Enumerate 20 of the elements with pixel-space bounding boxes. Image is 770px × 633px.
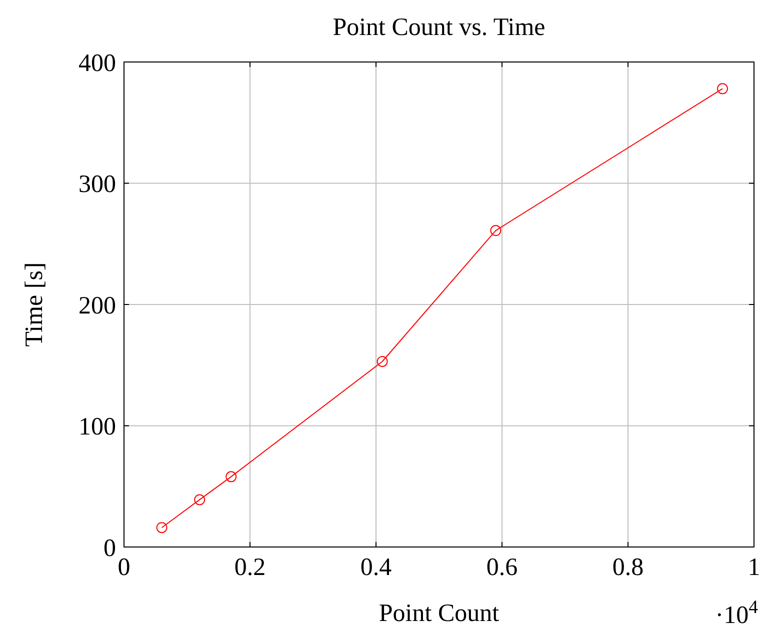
point bbox=[376, 356, 388, 367]
y-tick-label: 400 bbox=[78, 50, 116, 77]
x-tick-label: 1 bbox=[748, 554, 760, 581]
point bbox=[194, 494, 206, 506]
y-axis-title: Time [s] bbox=[21, 262, 48, 347]
y-tick-label: 100 bbox=[78, 414, 116, 440]
x-tick-label: 0.2 bbox=[234, 554, 266, 581]
text: ·10$^{4}$ bbox=[715, 596, 759, 629]
chart-title: Point Count vs. Time bbox=[332, 14, 546, 41]
y-tick-label: 0 bbox=[104, 534, 116, 562]
x-axis-title: Point Count bbox=[378, 600, 500, 627]
x-tick-label: 0.6 bbox=[486, 554, 518, 581]
point bbox=[226, 471, 237, 482]
point bbox=[717, 83, 728, 94]
point bbox=[156, 522, 168, 534]
y-tick-label: 200 bbox=[78, 292, 116, 320]
x-tick-label: 0.4 bbox=[360, 554, 392, 581]
point bbox=[490, 225, 502, 236]
x-tick-label: 0.8 bbox=[612, 554, 644, 581]
y-tick-label: 300 bbox=[78, 171, 116, 198]
